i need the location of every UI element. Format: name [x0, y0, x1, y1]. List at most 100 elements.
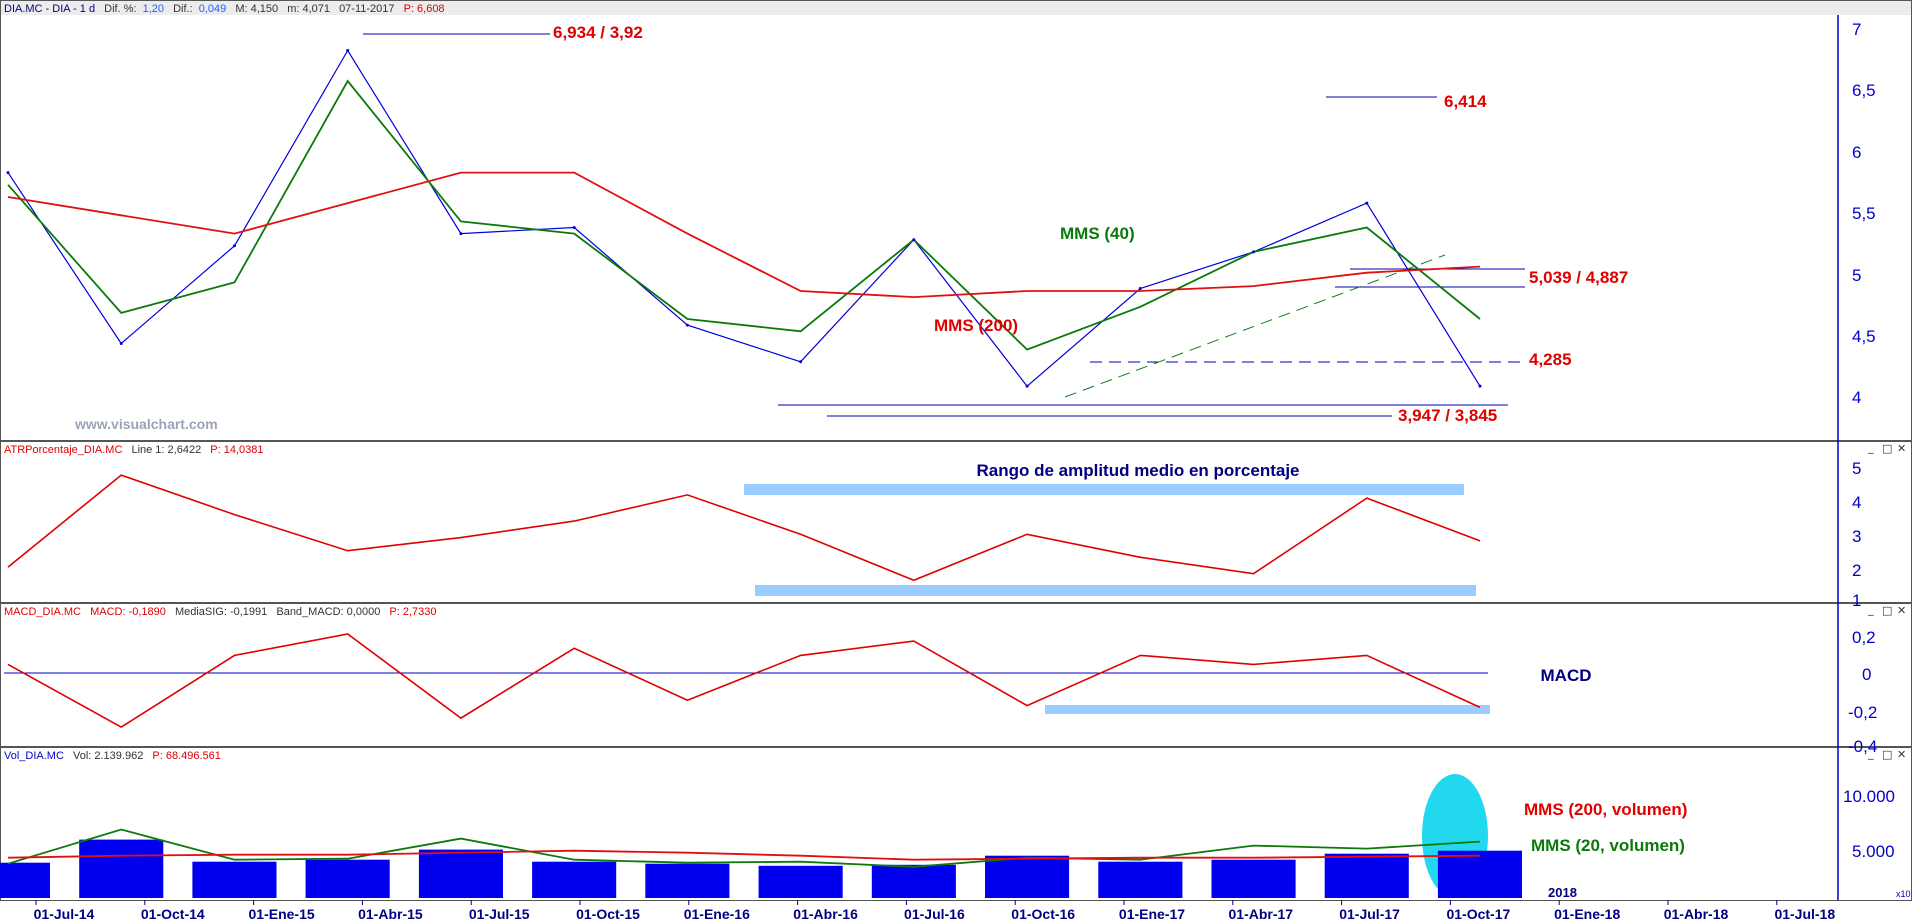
price-point	[799, 360, 803, 364]
annotation-level: 4,285	[1529, 350, 1572, 369]
atr-close-icon[interactable]: ✕	[1897, 442, 1906, 455]
price-point	[1365, 201, 1369, 205]
volume-p-value: P: 68.496.561	[152, 750, 221, 762]
price-line	[7, 49, 1481, 388]
atr-tick: 4	[1852, 493, 1861, 512]
x-tick-label: 01-Abr-16	[793, 906, 858, 922]
atr-tick: 3	[1852, 527, 1861, 546]
annotation-mms200: MMS (200)	[934, 316, 1018, 335]
x-tick-label: 01-Abr-18	[1664, 906, 1729, 922]
macd-panel-frame	[0, 603, 1912, 747]
volume-bar	[0, 862, 50, 898]
header-bars	[1, 1, 1911, 15]
price-point	[459, 232, 463, 236]
trendline	[1064, 254, 1446, 398]
macd-tick: -0,4	[1848, 737, 1877, 756]
atr-panel-frame	[0, 441, 1912, 603]
macd-header: MACD_DIA.MC MACD: -0,1890 MediaSIG: -0,1…	[4, 606, 436, 618]
price-annotations: 6,934 / 3,92 6,414 5,039 / 4,887 4,285 3…	[74, 23, 1687, 855]
atr-title: Rango de amplitud medio en porcentaje	[976, 461, 1299, 480]
price-point	[232, 244, 236, 248]
price-point	[119, 341, 123, 345]
x-tick-label: 01-Jul-14	[34, 906, 95, 922]
volume-header: Vol_DIA.MC Vol: 2.139.962 P: 68.496.561	[4, 750, 221, 762]
window-controls[interactable]: _ □ ✕ _ □ ✕ _ □ ✕	[1867, 441, 1906, 761]
price-max: M: 4,150	[235, 3, 278, 15]
atr-p-value: P: 14,0381	[210, 444, 263, 456]
atr-maximize-icon[interactable]: □	[1882, 442, 1892, 455]
price-last: P: 6,608	[404, 3, 445, 15]
x-tick-label: 01-Ene-18	[1554, 906, 1620, 922]
x-tick-label: 01-Oct-14	[141, 906, 205, 922]
annotation-support: 5,039 / 4,887	[1529, 268, 1628, 287]
x-tick-label: 01-Abr-17	[1229, 906, 1294, 922]
macd-name: MACD_DIA.MC	[4, 606, 81, 618]
x-tick-label: 01-Ene-16	[684, 906, 750, 922]
atr-upper-band	[744, 484, 1464, 495]
price-tick: 4	[1852, 388, 1861, 407]
price-point	[912, 238, 916, 242]
atr-minimize-icon[interactable]: _	[1867, 441, 1874, 454]
price-difpct-label: Dif. %:	[104, 3, 136, 15]
volume-panel-frame	[0, 747, 1912, 901]
volume-bar	[758, 865, 843, 898]
volume-tick: 10.000	[1843, 787, 1895, 806]
price-tick: 4,5	[1852, 327, 1876, 346]
volume-bar	[305, 859, 390, 898]
watermark: www.visualchart.com	[74, 416, 218, 432]
x-axis: 2018 01-Jul-14 01-Oct-14 01-Ene-15 01-Abr-1…	[34, 885, 1836, 922]
volume-axis: 10.000 5.000 x10	[1843, 787, 1911, 899]
volume-bar	[645, 863, 730, 898]
macd-minimize-icon[interactable]: _	[1867, 603, 1874, 616]
annotation-mms40: MMS (40)	[1060, 224, 1135, 243]
macd-maximize-icon[interactable]: □	[1882, 604, 1892, 617]
price-dif-label: Dif.:	[173, 3, 193, 15]
price-tick: 6	[1852, 143, 1861, 162]
volume-bar	[985, 855, 1070, 898]
vol-minimize-icon[interactable]: _	[1867, 747, 1874, 760]
x-tick-label: 01-Oct-16	[1011, 906, 1075, 922]
volume-bar	[1098, 861, 1183, 898]
annotation-high: 6,934 / 3,92	[553, 23, 643, 42]
atr-name: ATRPorcentaje_DIA.MC	[4, 444, 122, 456]
right-axes: 7 6,5 6 5,5 5 4,5 4 5 4 3 2 1 0,2 0 -0,2…	[1843, 20, 1911, 899]
panel-frames	[0, 0, 1912, 901]
price-point	[685, 323, 689, 327]
price-point	[572, 226, 576, 229]
volume-bars	[0, 839, 1522, 898]
price-min: m: 4,071	[287, 3, 330, 15]
vol-maximize-icon[interactable]: □	[1882, 748, 1892, 761]
volume-bar	[532, 861, 617, 898]
macd-axis: 0,2 0 -0,2 -0,4	[1848, 628, 1877, 756]
volume-bar	[418, 849, 503, 898]
volume-axis-unit: x10	[1896, 889, 1911, 899]
volume-bar	[1437, 850, 1522, 898]
mms200-line	[7, 171, 1481, 299]
x-tick-label: 01-Jul-17	[1339, 906, 1400, 922]
volume-name: Vol_DIA.MC	[4, 750, 64, 762]
macd-band	[1045, 705, 1490, 714]
volume-value: Vol: 2.139.962	[73, 750, 143, 762]
price-point	[1138, 287, 1142, 291]
atr-line-value: Line 1: 2,6422	[131, 444, 201, 456]
volume-bar	[1324, 853, 1409, 898]
atr-line	[7, 474, 1481, 582]
price-dif: 0,049	[199, 3, 227, 15]
x-tick-label: 01-Jul-18	[1774, 906, 1835, 922]
band-highlights	[744, 484, 1490, 898]
x-tick-label: 01-Ene-15	[249, 906, 315, 922]
price-symbol: DIA.MC - DIA - 1 d	[4, 3, 95, 15]
vol-close-icon[interactable]: ✕	[1897, 748, 1906, 761]
volume-mms20-label: MMS (20, volumen)	[1531, 836, 1685, 855]
atr-tick: 5	[1852, 459, 1861, 478]
price-tick: 5,5	[1852, 204, 1876, 223]
price-axis: 7 6,5 6 5,5 5 4,5 4	[1852, 20, 1876, 407]
macd-close-icon[interactable]: ✕	[1897, 604, 1906, 617]
volume-bar	[871, 864, 956, 898]
annotation-low: 3,947 / 3,845	[1398, 406, 1497, 425]
price-point	[1252, 250, 1256, 254]
price-tick: 6,5	[1852, 81, 1876, 100]
atr-tick: 1	[1852, 591, 1861, 610]
x-tick-label: 01-Oct-15	[576, 906, 640, 922]
